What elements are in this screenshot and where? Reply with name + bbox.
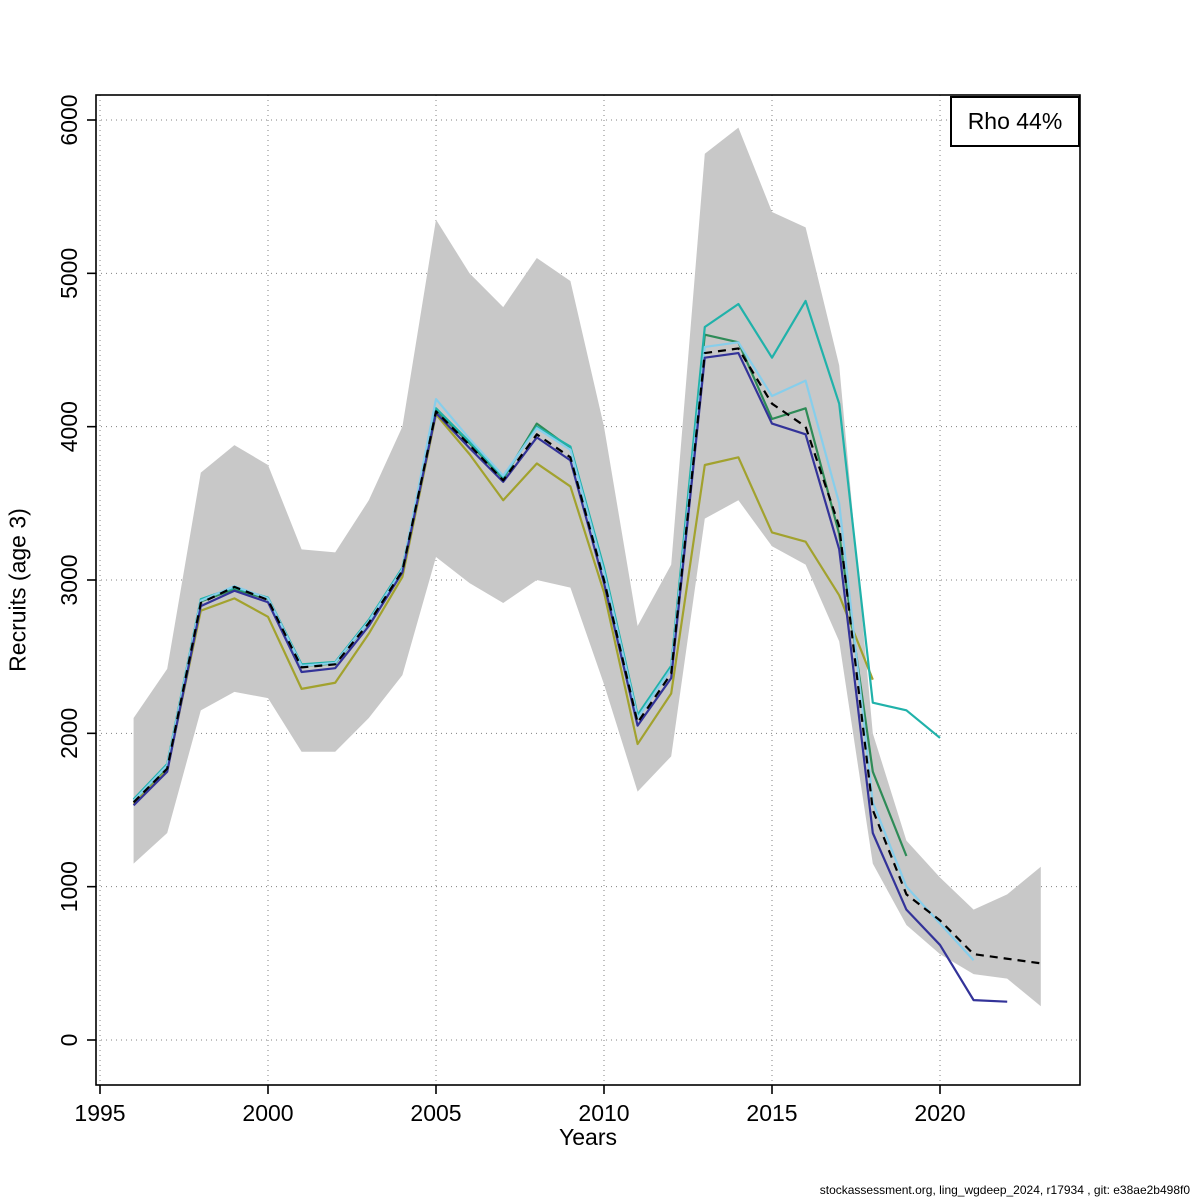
x-tick-label: 2000 [242,1100,293,1126]
y-tick-label: 5000 [56,248,82,299]
y-axis-title: Recruits (age 3) [4,508,31,672]
x-tick-label: 2020 [914,1100,965,1126]
y-tick-label: 4000 [56,401,82,452]
y-tick-label: 2000 [56,708,82,759]
plot-box [95,94,1081,1086]
y-tick-label: 0 [56,1034,82,1047]
x-tick-label: 2010 [578,1100,629,1126]
y-tick-label: 3000 [56,554,82,605]
y-tick-label: 6000 [56,94,82,145]
x-tick-label: 2015 [746,1100,797,1126]
rho-box: Rho 44% [950,96,1080,147]
x-tick-label: 1995 [74,1100,125,1126]
series-base_run [132,347,1041,965]
rho-label: Rho 44% [967,108,1063,134]
series-retro_2018 [132,413,874,805]
x-tick-label: 2005 [410,1100,461,1126]
footer-attribution: stockassessment.org, ling_wgdeep_2024, r… [819,1183,1190,1197]
x-axis-title: Years [559,1124,617,1150]
confidence-band [133,127,1041,1007]
y-tick-label: 1000 [56,861,82,912]
